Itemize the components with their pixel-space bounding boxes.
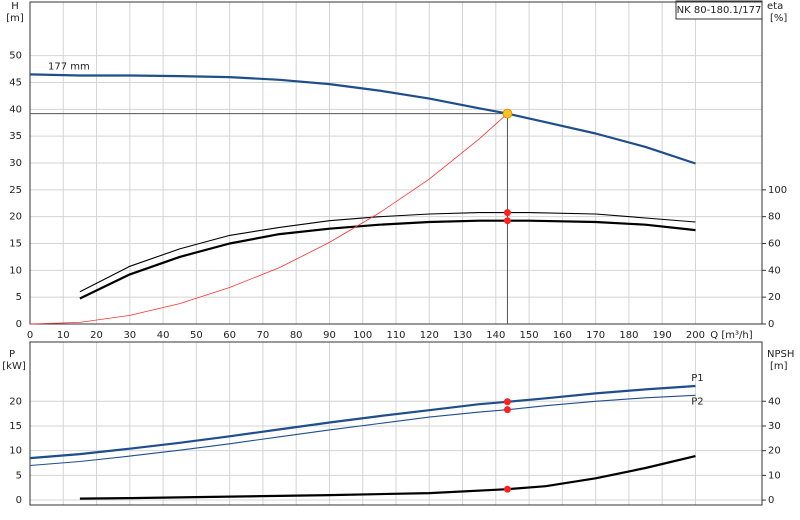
plot-frame [29,1,763,325]
x-tick-label: 140 [486,330,505,341]
curve-label: P1 [691,373,703,384]
x-tick-label: 160 [553,330,572,341]
duty-point [503,485,511,493]
y-tick-label: 40 [9,104,22,115]
x-tick-label: 0 [27,330,33,341]
y2-tick-label: 0 [768,495,774,506]
y2-tick-label: 30 [768,421,781,432]
x-tick-label: 60 [223,330,236,341]
y-tick-label: 20 [9,396,22,407]
y2-axis-unit: [m] [770,361,788,372]
curve-label: P2 [691,396,703,407]
y-tick-label: 20 [9,212,22,223]
chart-title: NK 80-180.1/177 [677,5,762,16]
y-tick-label: 15 [9,421,22,432]
x-axis-label: Q [m³/h] [710,330,752,341]
y-tick-label: 5 [16,292,22,303]
x-tick-label: 30 [123,330,136,341]
y-axis-label: H [11,1,19,12]
y2-tick-label: 40 [768,265,781,276]
x-tick-label: 200 [686,330,705,341]
y-axis-unit: [m] [6,13,24,24]
x-tick-label: 90 [323,330,336,341]
curve [79,219,696,300]
y2-tick-label: 100 [768,185,787,196]
x-tick-label: 100 [353,330,372,341]
x-tick-label: 120 [420,330,439,341]
y2-tick-label: 20 [768,446,781,457]
y2-tick-label: 0 [768,319,774,330]
x-tick-label: 190 [653,330,672,341]
duty-point [503,398,511,406]
y2-axis-unit: [%] [770,13,787,24]
y2-tick-label: 40 [768,396,781,407]
curve-label: 177 mm [48,61,90,72]
duty-point [503,406,511,414]
x-tick-label: 70 [257,330,270,341]
y-tick-label: 10 [9,446,22,457]
y2-axis-label: NPSH [767,349,794,360]
x-tick-label: 80 [290,330,303,341]
x-tick-label: 10 [57,330,70,341]
y-tick-label: 30 [9,158,22,169]
x-tick-label: 50 [190,330,203,341]
y2-tick-label: 80 [768,212,781,223]
curve [79,212,696,293]
x-tick-label: 130 [453,330,472,341]
y-tick-label: 45 [9,78,22,89]
curve [79,455,696,500]
x-tick-label: 20 [90,330,103,341]
y-tick-label: 15 [9,239,22,250]
plot-frame [29,341,763,506]
curve [29,73,696,165]
duty-point [503,217,511,225]
y-tick-label: 25 [9,185,22,196]
y-tick-label: 0 [16,495,22,506]
y-tick-label: 0 [16,319,22,330]
y2-tick-label: 20 [768,292,781,303]
x-tick-label: 40 [157,330,170,341]
y2-tick-label: 10 [768,470,781,481]
y-tick-label: 10 [9,265,22,276]
x-tick-label: 180 [619,330,638,341]
duty-point [503,209,511,217]
x-tick-label: 110 [386,330,405,341]
y-tick-label: 50 [9,51,22,62]
y2-axis-label: eta [767,1,783,12]
operating-point [502,108,513,119]
y-tick-label: 35 [9,131,22,142]
curve [29,384,696,460]
curve [29,394,696,467]
x-tick-label: 170 [586,330,605,341]
y-axis-label: P [9,349,15,360]
x-tick-label: 150 [520,330,539,341]
y2-tick-label: 60 [768,239,781,250]
y-axis-unit: [kW] [2,361,26,372]
y-tick-label: 5 [16,470,22,481]
curve [29,113,508,325]
